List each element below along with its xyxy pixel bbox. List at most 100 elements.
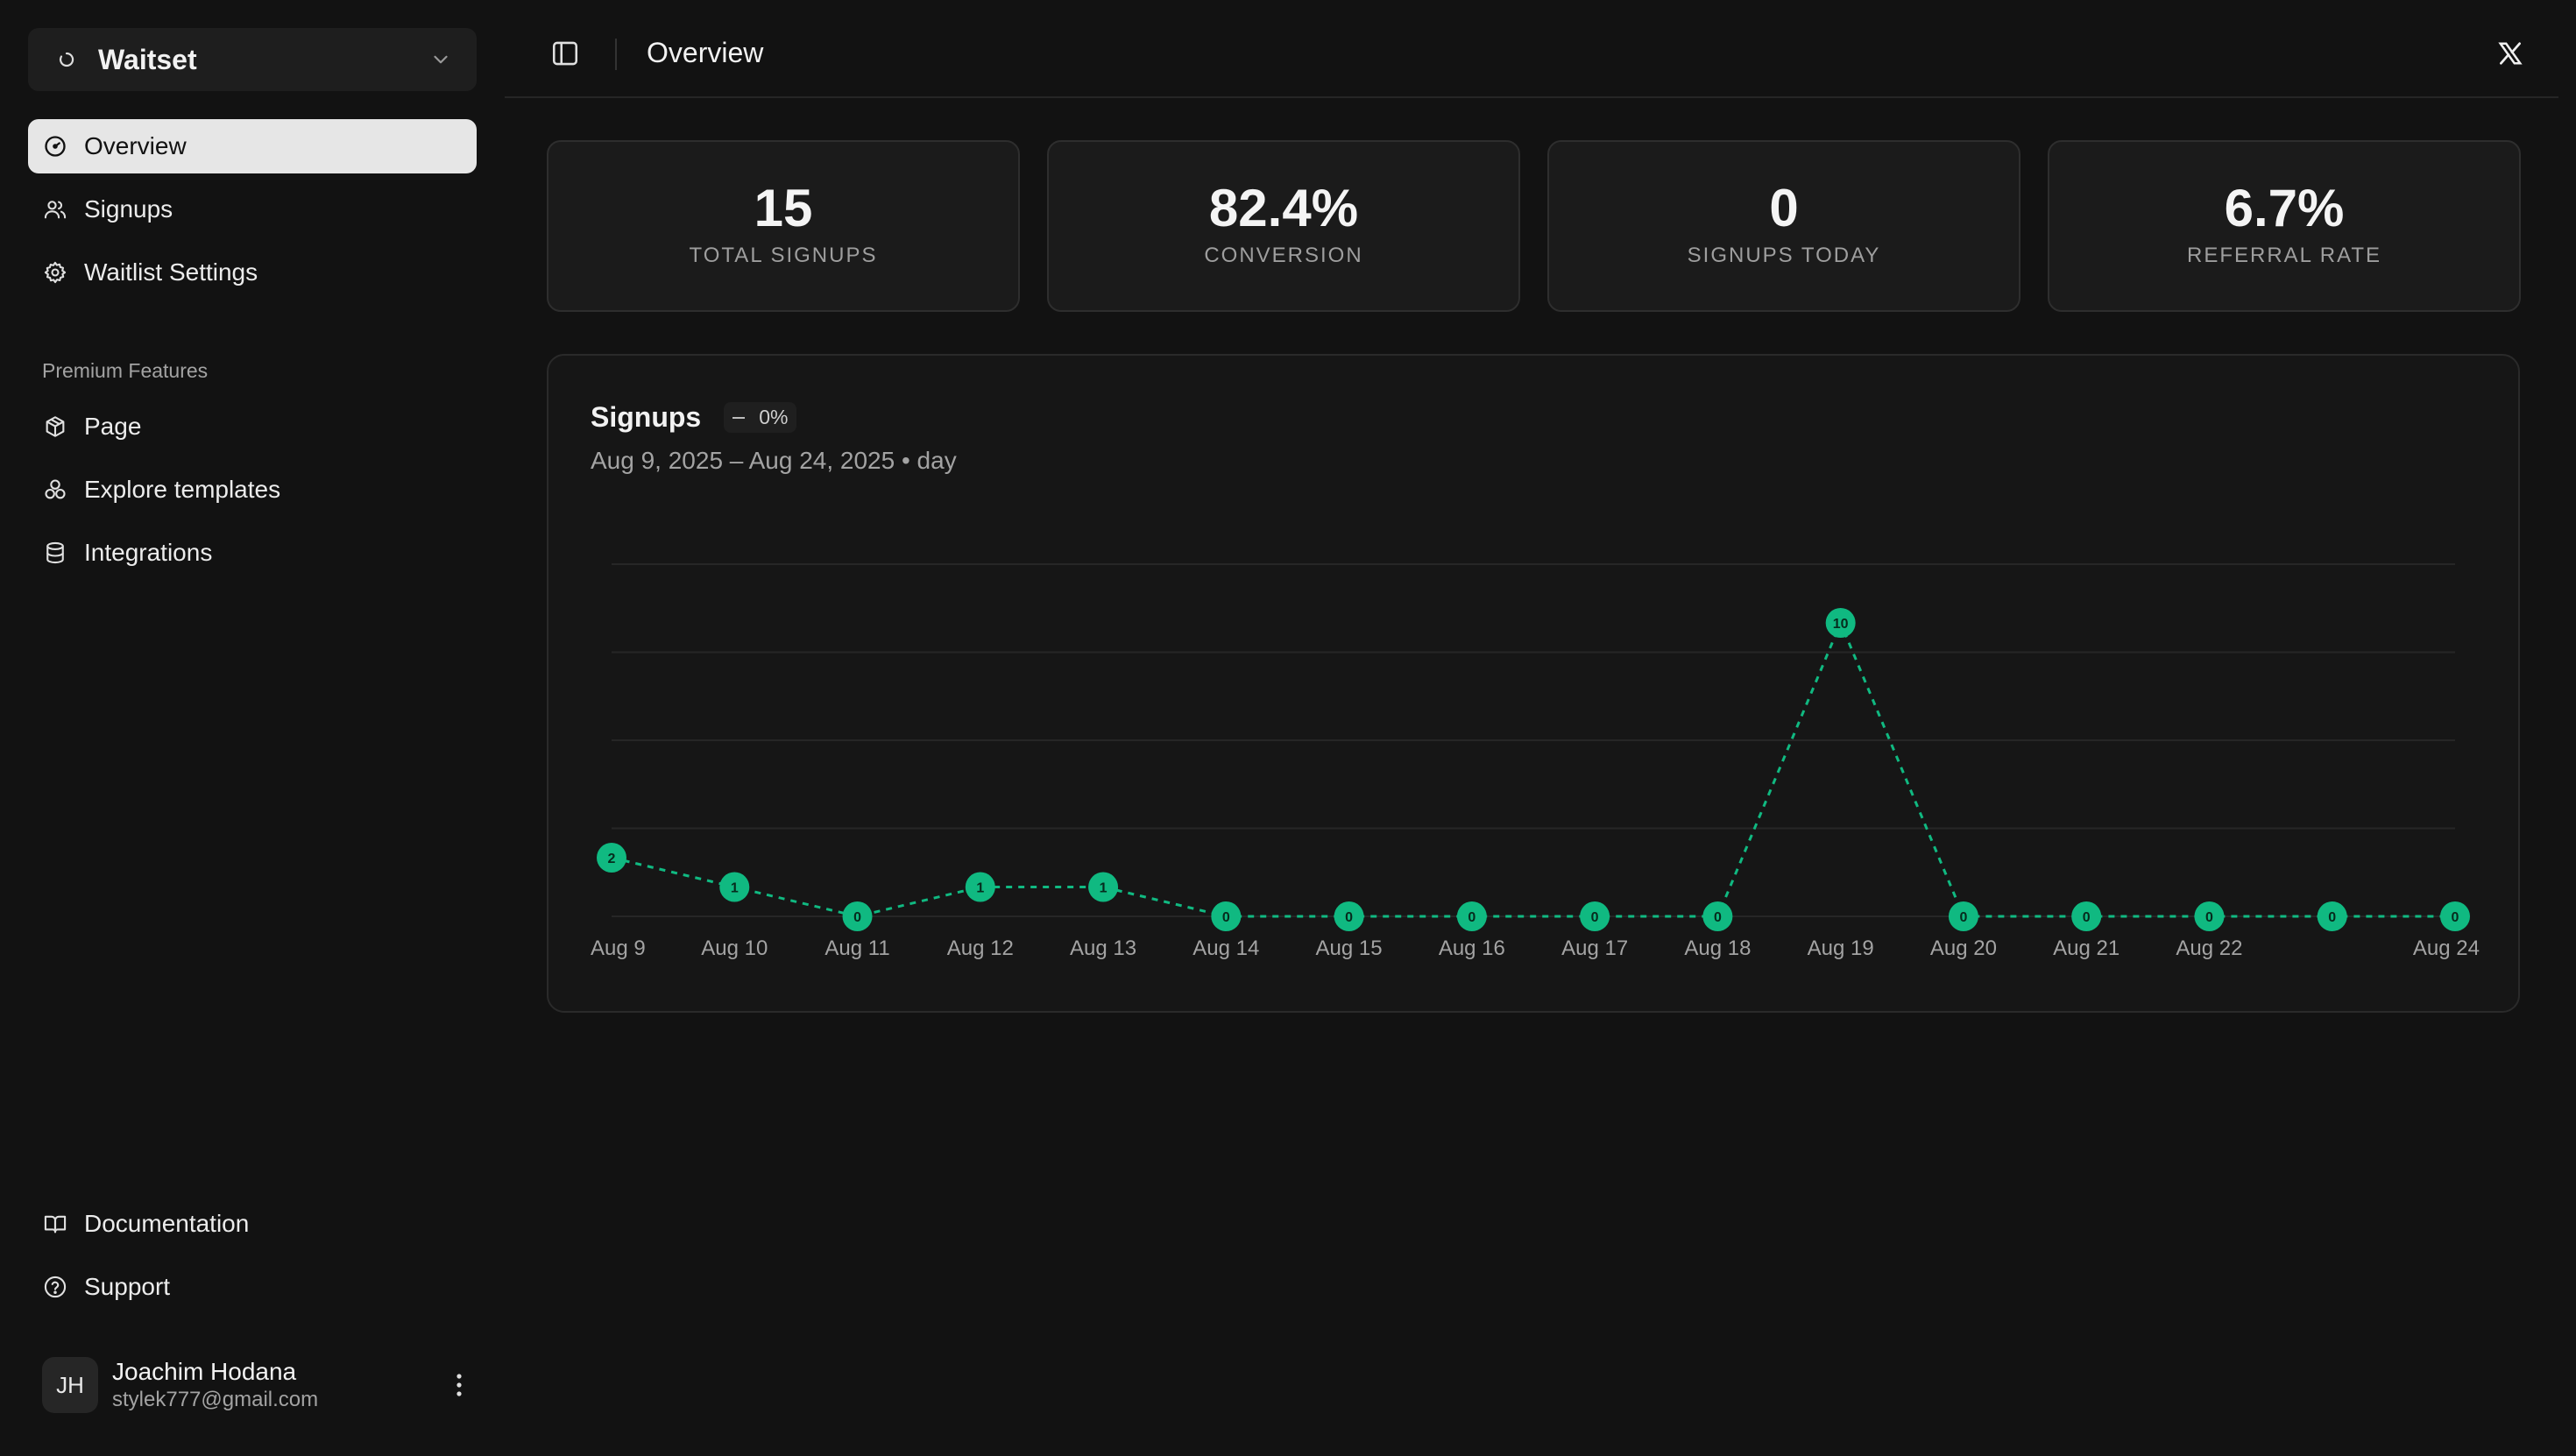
org-name: Waitset bbox=[98, 43, 197, 75]
x-tick-label: Aug 18 bbox=[1684, 937, 1751, 960]
sidebar-item-label: Signups bbox=[84, 195, 173, 223]
data-label: 2 bbox=[608, 852, 616, 866]
user-name: Joachim Hodana bbox=[112, 1358, 297, 1385]
chevron-down-icon bbox=[429, 48, 452, 71]
sidebar-item-label: Waitlist Settings bbox=[84, 258, 258, 286]
x-tick-label: Aug 14 bbox=[1192, 937, 1259, 960]
user-email: stylek777@gmail.com bbox=[112, 1388, 319, 1411]
data-label: 0 bbox=[853, 910, 861, 925]
trend-value: 0% bbox=[759, 406, 789, 428]
data-label: 0 bbox=[2205, 910, 2213, 925]
section-label-premium: Premium Features bbox=[42, 359, 209, 382]
help-circle-icon bbox=[42, 1274, 68, 1300]
topbar: Overview bbox=[505, 0, 2558, 98]
box-icon bbox=[42, 413, 68, 440]
sidebar-item-support[interactable]: Support bbox=[28, 1260, 477, 1314]
data-label: 0 bbox=[1345, 910, 1353, 925]
data-point bbox=[2194, 901, 2225, 931]
user-menu[interactable]: JH Joachim Hodana stylek777@gmail.com bbox=[42, 1356, 477, 1414]
data-point bbox=[1825, 608, 1856, 638]
topbar-divider bbox=[615, 39, 617, 70]
data-label: 1 bbox=[1100, 881, 1108, 896]
date-range: Aug 9, 2025 – Aug 24, 2025 • day bbox=[591, 447, 957, 474]
data-label: 0 bbox=[2452, 910, 2459, 925]
stat-value: 15 bbox=[754, 179, 813, 237]
data-label: 0 bbox=[1959, 910, 1967, 925]
data-point bbox=[1088, 872, 1119, 902]
stat-value: 6.7% bbox=[2224, 179, 2345, 237]
sidebar-item-label: Support bbox=[84, 1273, 171, 1300]
more-vertical-icon[interactable] bbox=[442, 1368, 477, 1403]
data-label: 0 bbox=[1714, 910, 1722, 925]
sidebar-item-explore-templates[interactable]: Explore templates bbox=[28, 463, 477, 517]
data-point bbox=[2317, 901, 2347, 931]
sidebar-item-signups[interactable]: Signups bbox=[28, 182, 477, 237]
avatar: JH bbox=[42, 1357, 98, 1413]
x-tick-label: Aug 21 bbox=[2053, 937, 2120, 960]
signups-chart-card: Signups 0% Aug 9, 2025 – Aug 24, 2025 • … bbox=[547, 354, 2520, 1013]
sidebar-item-waitlist-settings[interactable]: Waitlist Settings bbox=[28, 245, 477, 300]
x-tick-label: Aug 15 bbox=[1316, 937, 1383, 960]
data-label: 0 bbox=[1222, 910, 1230, 925]
book-icon bbox=[42, 1211, 68, 1237]
trend-flat-icon bbox=[732, 416, 746, 419]
x-icon[interactable] bbox=[2497, 40, 2525, 68]
stat-card-signups-today: 0 SIGNUPS TODAY bbox=[1547, 140, 2020, 312]
stat-label: CONVERSION bbox=[1204, 244, 1363, 267]
data-label: 0 bbox=[1591, 910, 1599, 925]
user-info: Joachim Hodana stylek777@gmail.com bbox=[112, 1357, 442, 1413]
sidebar-toggle-icon[interactable] bbox=[550, 39, 580, 68]
x-tick-label: Aug 11 bbox=[824, 937, 889, 960]
x-tick-label: Aug 24 bbox=[2413, 937, 2480, 960]
x-tick-label: Aug 20 bbox=[1930, 937, 1997, 960]
sidebar-item-integrations[interactable]: Integrations bbox=[28, 526, 477, 580]
data-point bbox=[965, 872, 995, 902]
stat-value: 82.4% bbox=[1208, 179, 1359, 237]
org-logo-icon bbox=[58, 51, 75, 68]
data-point bbox=[1334, 901, 1364, 931]
gear-icon bbox=[42, 259, 68, 286]
chart-header: Signups 0% bbox=[591, 401, 797, 434]
sidebar-item-label: Documentation bbox=[84, 1210, 250, 1237]
x-tick-label: Aug 19 bbox=[1808, 937, 1874, 960]
stat-value: 0 bbox=[1769, 179, 1799, 237]
data-label: 1 bbox=[731, 881, 739, 896]
data-point bbox=[719, 872, 750, 902]
x-tick-label: Aug 10 bbox=[701, 937, 768, 960]
series-line bbox=[611, 619, 2455, 918]
sidebar: Waitset Overview Signups Waitlist Settin… bbox=[0, 0, 505, 1456]
users-icon bbox=[42, 196, 68, 223]
data-point bbox=[597, 843, 626, 873]
database-icon bbox=[42, 540, 68, 566]
data-label: 0 bbox=[2083, 910, 2091, 925]
data-label: 0 bbox=[2328, 910, 2336, 925]
sidebar-item-page[interactable]: Page bbox=[28, 399, 477, 454]
gauge-icon bbox=[42, 133, 68, 159]
data-point bbox=[1580, 901, 1610, 931]
data-point bbox=[2440, 901, 2470, 931]
trend-badge: 0% bbox=[724, 402, 797, 433]
data-point bbox=[1211, 901, 1242, 931]
x-tick-label: Aug 12 bbox=[947, 937, 1014, 960]
sidebar-item-label: Explore templates bbox=[84, 476, 281, 503]
data-point bbox=[1702, 901, 1733, 931]
stat-card-total-signups: 15 TOTAL SIGNUPS bbox=[547, 140, 1020, 312]
org-switcher[interactable]: Waitset bbox=[28, 28, 477, 91]
stat-label: REFERRAL RATE bbox=[2186, 244, 2382, 267]
stat-card-referral-rate: 6.7% REFERRAL RATE bbox=[2048, 140, 2521, 312]
x-tick-label: Aug 9 bbox=[591, 937, 646, 960]
sidebar-item-label: Integrations bbox=[84, 539, 213, 566]
sidebar-item-documentation[interactable]: Documentation bbox=[28, 1197, 477, 1251]
x-tick-label: Aug 13 bbox=[1070, 937, 1136, 960]
x-tick-label: Aug 17 bbox=[1561, 937, 1628, 960]
data-label: 1 bbox=[976, 881, 984, 896]
x-tick-label: Aug 16 bbox=[1439, 937, 1505, 960]
stat-label: SIGNUPS TODAY bbox=[1687, 244, 1881, 267]
stat-card-conversion: 82.4% CONVERSION bbox=[1047, 140, 1520, 312]
chart-title: Signups bbox=[591, 401, 702, 433]
data-label: 0 bbox=[1468, 910, 1476, 925]
x-tick-label: Aug 22 bbox=[2176, 937, 2242, 960]
sidebar-item-overview[interactable]: Overview bbox=[28, 119, 477, 173]
data-point bbox=[1948, 901, 1978, 931]
